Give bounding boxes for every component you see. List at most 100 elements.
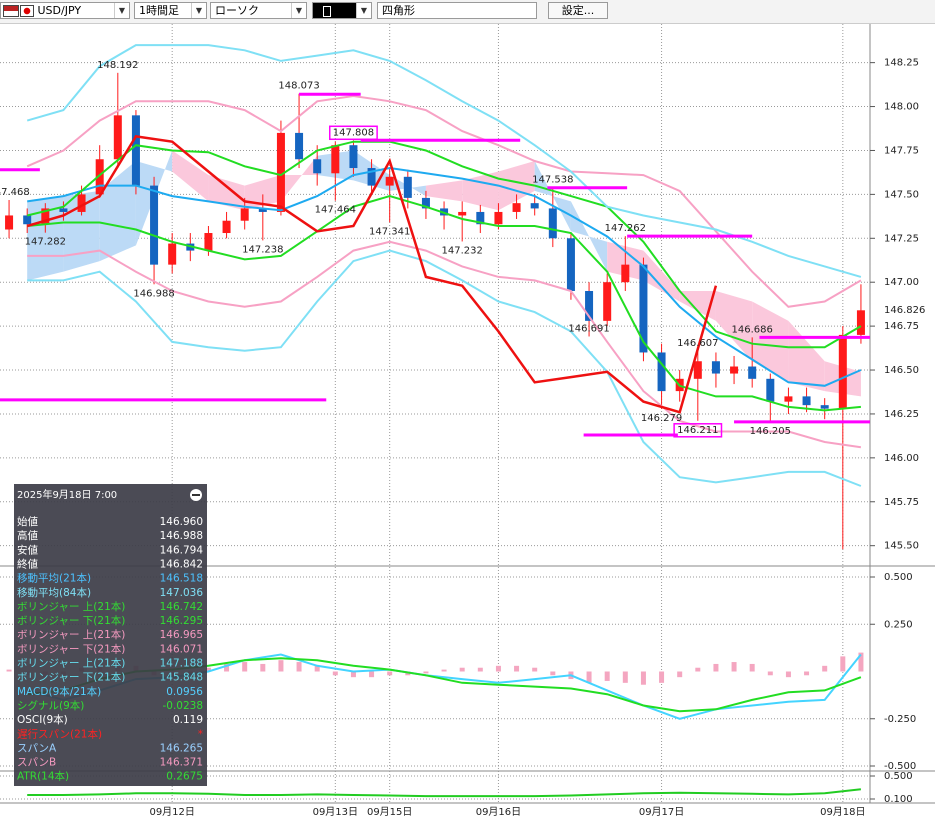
- info-label: 終値: [17, 557, 38, 570]
- candle-body: [276, 132, 285, 212]
- osci-bar: [314, 665, 320, 672]
- osci-bar: [804, 671, 810, 676]
- y-tick-label: 0.500: [884, 771, 913, 782]
- candle-body: [748, 366, 757, 379]
- osci-bar: [659, 671, 665, 683]
- price-label: 147.464: [315, 205, 356, 216]
- price-label: 147.808: [333, 127, 374, 138]
- candle-body: [240, 208, 249, 221]
- chart-type-select[interactable]: ローソク ▼: [210, 2, 307, 19]
- indicator-line: [27, 195, 861, 412]
- info-value: 0.2675: [166, 771, 203, 783]
- info-value: 146.988: [160, 530, 203, 542]
- osci-bar: [604, 671, 610, 681]
- drawing-tool[interactable]: 四角形: [377, 2, 537, 19]
- info-label: 始値: [17, 515, 38, 528]
- timeframe-select[interactable]: 1時間足 ▼: [134, 2, 207, 19]
- info-label: 高値: [17, 529, 38, 542]
- candle-body: [367, 168, 376, 186]
- color-select[interactable]: ▼: [312, 2, 372, 19]
- flag-icon: [20, 5, 34, 17]
- price-label: 146.988: [133, 288, 174, 299]
- candle-body: [566, 238, 575, 291]
- info-label: スパンB: [17, 757, 56, 769]
- info-value: 145.848: [160, 672, 203, 684]
- candle-body: [585, 290, 594, 321]
- cloud-segment: [752, 301, 789, 383]
- price-label: 147.341: [369, 226, 410, 237]
- candle-body: [657, 352, 666, 392]
- info-value: *: [198, 728, 203, 740]
- dropdown-arrow: ▼: [191, 3, 206, 18]
- osci-bar: [532, 667, 538, 672]
- indicator-line: [27, 249, 862, 487]
- y-tick-label: 148.00: [884, 102, 919, 113]
- cloud-segment: [172, 150, 209, 202]
- candle-body: [530, 203, 539, 209]
- candle-body: [512, 203, 521, 212]
- candle-body: [5, 215, 14, 230]
- info-value: 0.119: [173, 714, 203, 726]
- price-label: 146.607: [677, 338, 718, 349]
- osci-bar: [586, 671, 592, 683]
- info-value: 147.188: [160, 658, 203, 670]
- price-label: 147.282: [25, 237, 66, 248]
- candle-body: [113, 115, 122, 160]
- candle-body: [95, 159, 104, 195]
- info-panel-background: [14, 484, 207, 786]
- candle-body: [802, 396, 811, 406]
- price-label: 147.232: [442, 245, 483, 256]
- candle-body: [820, 405, 829, 409]
- info-label: MACD(9本/21本): [17, 685, 101, 698]
- candle-body: [77, 194, 86, 212]
- price-label: 147.538: [532, 175, 573, 186]
- osci-bar: [224, 663, 230, 672]
- dropdown-arrow: ▼: [114, 3, 129, 18]
- info-label: 移動平均(84本): [17, 586, 91, 599]
- settings-label: 設定...: [561, 4, 595, 17]
- osci-bar: [477, 667, 483, 672]
- candle-body: [258, 208, 267, 212]
- dropdown-arrow: ▼: [356, 3, 371, 18]
- info-label: ボリンジャー 上(21本): [17, 628, 125, 641]
- price-label-box: [673, 423, 723, 438]
- candle-body: [41, 208, 50, 225]
- info-value: 146.742: [160, 601, 203, 613]
- osci-bar: [423, 671, 429, 674]
- info-label: ATR(14本): [17, 770, 69, 783]
- osci-bar: [459, 667, 465, 672]
- osci-bar: [514, 665, 520, 672]
- osci-bar: [749, 663, 755, 672]
- indicator-line: [26, 44, 862, 278]
- candle-body: [421, 197, 430, 209]
- candle-body: [168, 243, 177, 265]
- timeframe: 1時間足: [139, 4, 179, 17]
- dropdown-arrow: ▼: [291, 3, 306, 18]
- y-tick-label: 145.75: [884, 497, 919, 508]
- osci-bar: [260, 663, 266, 672]
- info-label: ボリンジャー 下(21本): [17, 671, 125, 684]
- candle-body: [204, 233, 213, 251]
- indicator-line: [26, 140, 862, 349]
- candle-body: [313, 159, 322, 174]
- symbol-select[interactable]: USD/JPY ▼: [0, 2, 130, 19]
- candle-body: [838, 334, 847, 409]
- candle-body: [150, 185, 159, 265]
- price-label: 146.205: [750, 426, 791, 437]
- x-tick-label: 09月18日: [820, 806, 865, 818]
- settings-button[interactable]: 設定...: [548, 2, 608, 19]
- candle-body: [730, 366, 739, 374]
- candle-body: [693, 361, 702, 379]
- candle-body: [603, 282, 612, 321]
- candle-body: [621, 264, 630, 283]
- osci-bar: [387, 671, 393, 676]
- y-tick-label: 145.50: [884, 541, 919, 552]
- y-tick-label: 147.00: [884, 277, 919, 288]
- y-tick-label: 147.50: [884, 189, 919, 200]
- osci-bar: [278, 660, 284, 672]
- candle-body: [458, 211, 467, 216]
- cloud-segment: [425, 180, 463, 202]
- y-tick-label: 146.25: [884, 409, 919, 420]
- cloud-segment: [570, 201, 608, 272]
- info-label: ボリンジャー 上(21本): [17, 657, 125, 670]
